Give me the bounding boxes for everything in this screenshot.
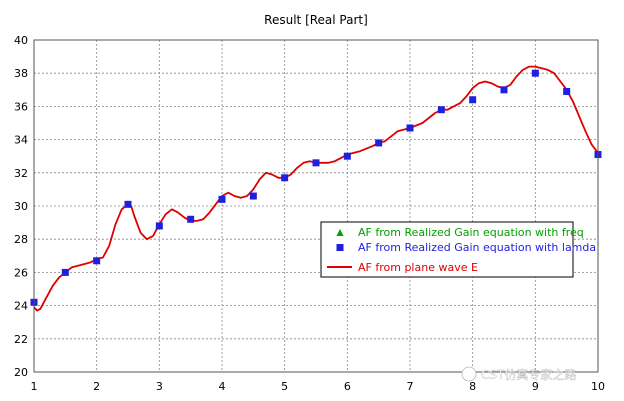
x-tick-label: 1: [31, 380, 38, 393]
data-point-lamda: [406, 124, 414, 132]
data-point-lamda: [155, 222, 163, 230]
data-point-lamda: [249, 192, 257, 200]
x-tick-label: 9: [532, 380, 539, 393]
data-point-lamda: [61, 268, 69, 276]
x-tick-label: 6: [344, 380, 351, 393]
legend-label-freq: AF from Realized Gain equation with freq: [358, 226, 584, 239]
watermark: CST仿真专家之路: [461, 366, 577, 382]
y-tick-label: 22: [14, 333, 28, 346]
y-tick-label: 28: [14, 233, 28, 246]
x-tick-label: 10: [591, 380, 605, 393]
legend-triangle-marker: [336, 229, 344, 236]
y-tick-label: 38: [14, 67, 28, 80]
data-point-lamda: [563, 87, 571, 95]
x-tick-label: 3: [156, 380, 163, 393]
data-point-lamda: [343, 152, 351, 160]
y-tick-label: 30: [14, 200, 28, 213]
y-tick-label: 32: [14, 167, 28, 180]
legend-box: [320, 221, 574, 278]
data-point-lamda: [312, 159, 320, 167]
legend-label-plane-wave: AF from plane wave E: [358, 261, 478, 274]
watermark-text: CST仿真专家之路: [481, 367, 576, 382]
chart-title: Result [Real Part]: [264, 13, 368, 27]
grid-layer: [34, 40, 598, 372]
data-point-lamda: [375, 139, 383, 147]
y-tick-label: 20: [14, 366, 28, 379]
series-layer: [30, 65, 602, 312]
y-tick-label: 34: [14, 134, 28, 147]
data-point-lamda: [500, 86, 508, 94]
x-tick-label: 2: [93, 380, 100, 393]
y-tick-label: 40: [14, 34, 28, 47]
data-point-lamda: [187, 215, 195, 223]
wechat-icon: [461, 366, 477, 382]
x-tick-label: 8: [469, 380, 476, 393]
x-tick-label: 5: [281, 380, 288, 393]
legend-label-lamda: AF from Realized Gain equation with lamd…: [358, 241, 596, 254]
data-point-lamda: [531, 69, 539, 77]
y-tick-label: 24: [14, 300, 28, 313]
plot-frame: [33, 39, 599, 373]
y-tick-label: 26: [14, 266, 28, 279]
data-point-lamda: [93, 257, 101, 265]
legend-square-marker: [336, 244, 344, 251]
data-point-lamda: [281, 174, 289, 182]
data-point-lamda: [218, 195, 226, 203]
data-point-lamda: [437, 106, 445, 114]
y-tick-label: 36: [14, 100, 28, 113]
data-point-lamda: [124, 200, 132, 208]
legend: AF from Realized Gain equation with freq…: [320, 221, 596, 278]
x-tick-label: 4: [219, 380, 226, 393]
x-tick-label: 7: [407, 380, 414, 393]
data-point-lamda: [469, 96, 477, 104]
